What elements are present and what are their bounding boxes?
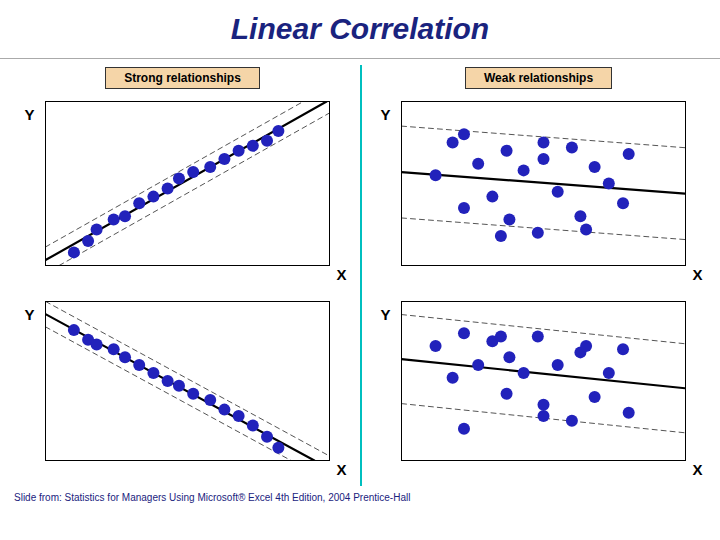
svg-text:Y: Y [380,306,390,323]
html-text:Slide from: Statistics for Man: Slide from: Statistics for Managers Usin… [14,492,411,503]
svg-text:X: X [336,461,346,478]
html-text:Linear Correlation: Linear Correlation [230,12,490,45]
html-text:Strong relationships: Strong relationships [124,71,241,85]
svg-text:X: X [692,461,702,478]
svg-text:X: X [692,266,702,283]
svg-text:Y: Y [24,306,34,323]
html-text:Weak relationships: Weak relationships [483,71,594,85]
svg-text:Y: Y [24,106,34,123]
svg-text:Y: Y [380,106,390,123]
svg-text:X: X [336,266,346,283]
